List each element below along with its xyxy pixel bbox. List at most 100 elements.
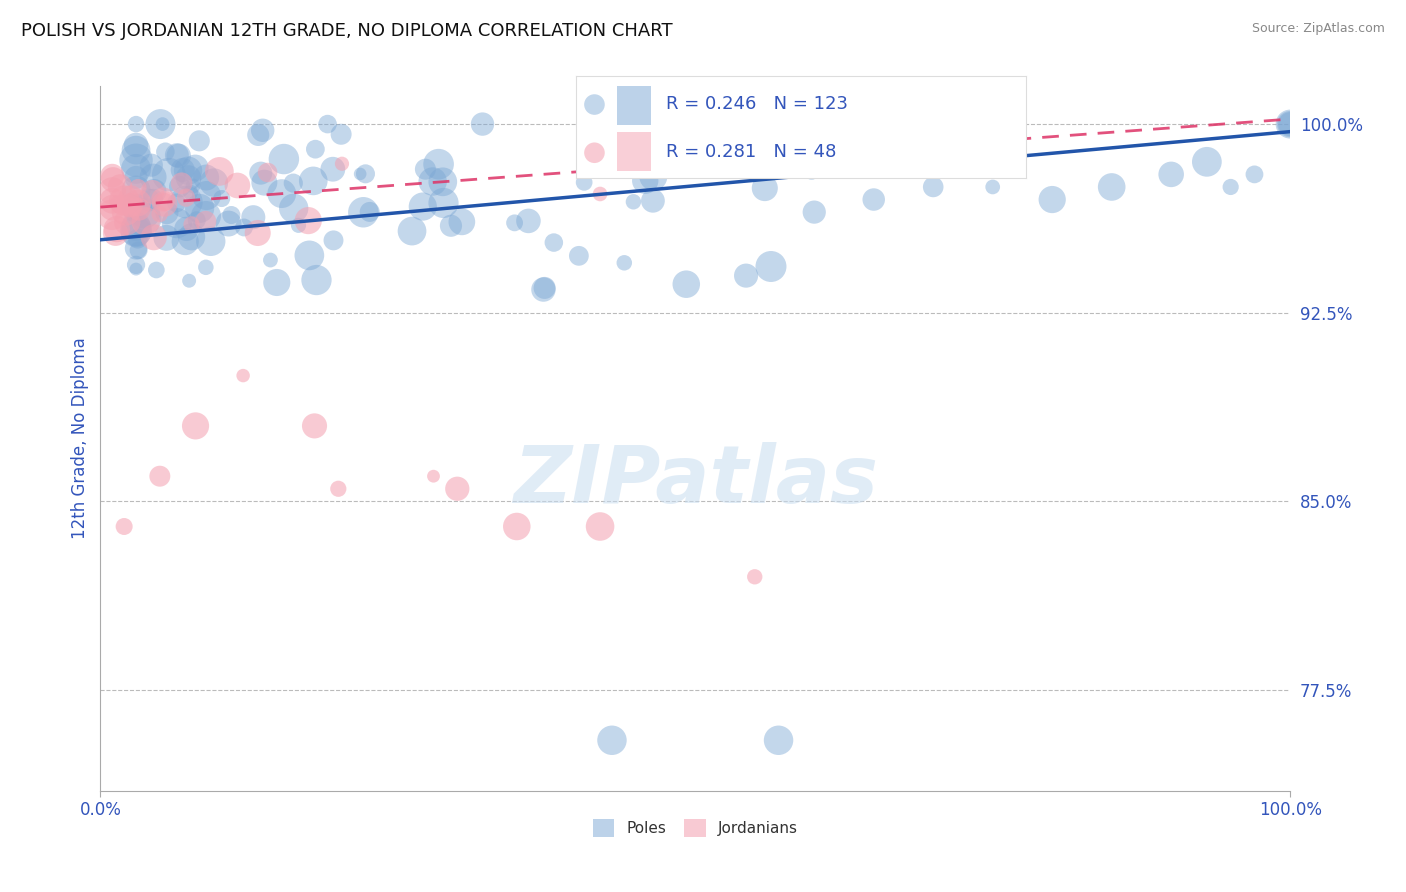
Point bbox=[613, 256, 636, 270]
Point bbox=[354, 167, 377, 181]
Point bbox=[266, 276, 288, 290]
Point bbox=[118, 199, 141, 213]
Point bbox=[432, 175, 454, 189]
Point bbox=[641, 194, 664, 208]
Point bbox=[101, 184, 124, 198]
Y-axis label: 12th Grade, No Diploma: 12th Grade, No Diploma bbox=[72, 337, 89, 540]
Point bbox=[184, 161, 207, 175]
Point bbox=[359, 205, 381, 219]
Point bbox=[155, 145, 177, 159]
Point bbox=[922, 180, 945, 194]
Point bbox=[450, 215, 472, 229]
Point bbox=[141, 185, 163, 199]
Point bbox=[322, 233, 344, 247]
Point bbox=[287, 219, 309, 233]
Point bbox=[862, 193, 884, 207]
Point bbox=[194, 214, 217, 228]
Point bbox=[101, 194, 124, 208]
Point bbox=[108, 197, 131, 211]
Point bbox=[422, 175, 444, 189]
Point bbox=[297, 213, 319, 227]
Point bbox=[298, 248, 321, 262]
Point bbox=[115, 215, 138, 229]
Text: Source: ZipAtlas.com: Source: ZipAtlas.com bbox=[1251, 22, 1385, 36]
Point bbox=[768, 733, 790, 747]
Point bbox=[156, 205, 179, 219]
Point bbox=[194, 260, 217, 275]
Text: R = 0.281   N = 48: R = 0.281 N = 48 bbox=[666, 143, 837, 161]
Point bbox=[152, 193, 174, 207]
Point bbox=[125, 219, 148, 234]
Point bbox=[218, 217, 240, 231]
Point bbox=[149, 469, 172, 483]
Point bbox=[167, 149, 190, 163]
Point bbox=[149, 117, 172, 131]
Point bbox=[143, 184, 166, 198]
Point bbox=[330, 128, 353, 142]
Point bbox=[125, 143, 148, 157]
Point bbox=[172, 162, 194, 177]
Point bbox=[195, 188, 218, 202]
Point bbox=[141, 158, 163, 172]
Point bbox=[1160, 168, 1182, 182]
Point bbox=[249, 166, 271, 180]
Point bbox=[149, 207, 172, 221]
Point bbox=[1101, 180, 1123, 194]
Point bbox=[174, 191, 197, 205]
Point bbox=[246, 226, 269, 240]
Point bbox=[349, 167, 371, 181]
Point bbox=[174, 235, 197, 249]
Point bbox=[180, 218, 202, 232]
Point bbox=[112, 194, 135, 208]
Point bbox=[202, 176, 225, 190]
Point bbox=[152, 117, 174, 131]
Point bbox=[125, 201, 148, 215]
Point bbox=[800, 164, 823, 178]
Point bbox=[517, 214, 540, 228]
Point bbox=[1243, 168, 1265, 182]
Point bbox=[675, 277, 697, 292]
Point bbox=[125, 183, 148, 197]
Point bbox=[135, 211, 157, 226]
Point bbox=[543, 235, 565, 250]
Point bbox=[270, 186, 292, 201]
Point bbox=[176, 222, 198, 236]
Point bbox=[125, 153, 148, 168]
Point bbox=[138, 193, 160, 207]
Point bbox=[1040, 193, 1063, 207]
Point bbox=[623, 194, 645, 209]
Point bbox=[427, 157, 450, 171]
Point bbox=[273, 152, 295, 166]
Point bbox=[135, 214, 157, 228]
Point bbox=[153, 197, 176, 211]
Point bbox=[195, 170, 218, 185]
Point bbox=[1279, 117, 1302, 131]
Point bbox=[503, 216, 526, 230]
Text: POLISH VS JORDANIAN 12TH GRADE, NO DIPLOMA CORRELATION CHART: POLISH VS JORDANIAN 12TH GRADE, NO DIPLO… bbox=[21, 22, 672, 40]
Point bbox=[127, 180, 149, 194]
Point bbox=[744, 570, 766, 584]
Point bbox=[446, 482, 468, 496]
Point bbox=[177, 163, 200, 178]
Point bbox=[177, 171, 200, 186]
Point bbox=[153, 194, 176, 209]
Point bbox=[242, 211, 264, 225]
Point bbox=[155, 231, 177, 245]
Point bbox=[981, 180, 1004, 194]
Point bbox=[145, 263, 167, 277]
Point bbox=[412, 200, 434, 214]
Point bbox=[105, 222, 128, 236]
Point bbox=[142, 170, 165, 185]
Point bbox=[533, 283, 555, 297]
Point bbox=[283, 202, 305, 216]
Point bbox=[169, 179, 191, 194]
Point bbox=[471, 117, 494, 131]
Point bbox=[352, 205, 374, 219]
Point bbox=[252, 123, 274, 137]
Point bbox=[283, 176, 305, 190]
Point bbox=[101, 169, 124, 183]
Point bbox=[174, 195, 197, 210]
Point bbox=[1195, 154, 1218, 169]
FancyBboxPatch shape bbox=[617, 87, 651, 125]
Point bbox=[256, 165, 278, 179]
